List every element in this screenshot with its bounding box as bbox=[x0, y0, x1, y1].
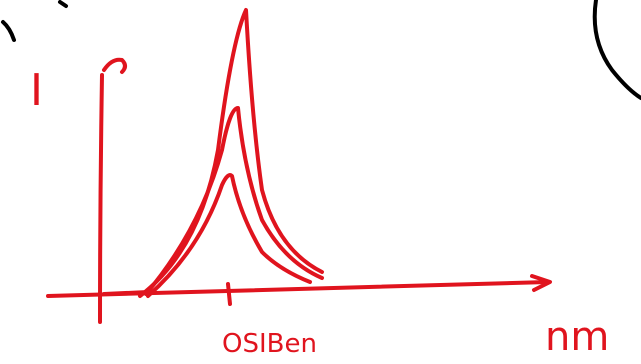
background bbox=[0, 0, 641, 364]
y-axis-label: I bbox=[30, 65, 43, 116]
y-axis bbox=[100, 75, 102, 322]
x-mark-label: OSIBen bbox=[222, 329, 317, 359]
baseline bbox=[104, 292, 148, 294]
sketch: I nm OSIBen bbox=[0, 0, 641, 364]
x-tick bbox=[228, 284, 230, 304]
x-axis-label: nm bbox=[545, 314, 609, 360]
